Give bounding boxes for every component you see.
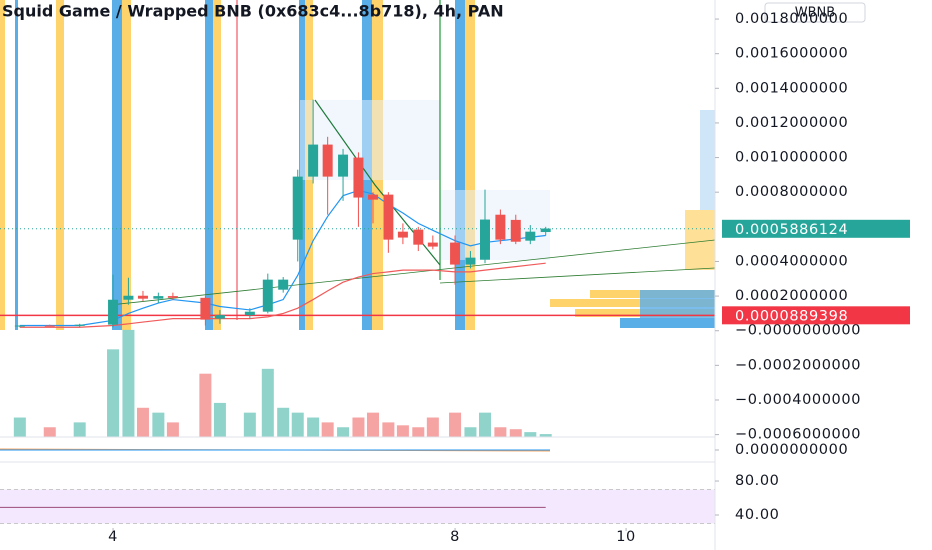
- volume-bar: [426, 417, 439, 437]
- volume-bar: [122, 329, 135, 437]
- volume-bar: [352, 417, 365, 437]
- y-tick-label: −0.0000000000: [735, 323, 861, 339]
- price-label-box: [722, 306, 910, 325]
- y-tick-label: −0.0004000000: [735, 392, 861, 408]
- candle-body: [479, 219, 490, 260]
- volume-bar: [366, 412, 379, 437]
- y-tick-label: 40.00: [735, 507, 780, 523]
- volume-bar: [152, 412, 165, 437]
- volume-bar: [337, 427, 350, 437]
- volume-bar: [494, 427, 507, 437]
- volume-bar: [412, 427, 425, 437]
- signal-bands: [0, 0, 550, 330]
- candle-body: [44, 325, 55, 327]
- y-tick-label: 0.0018000000: [735, 11, 848, 27]
- candle-body: [108, 299, 119, 325]
- volume-bar: [321, 422, 334, 437]
- y-tick-label: −0.0006000000: [735, 427, 861, 443]
- volume-bar: [166, 422, 179, 437]
- y-tick-label: 0.0002000000: [735, 288, 848, 304]
- candle-body: [525, 231, 536, 241]
- candle-body: [278, 279, 289, 290]
- volume-profile: [550, 110, 715, 328]
- candle-body: [137, 295, 148, 299]
- volume-bar: [107, 349, 120, 437]
- volume-bar: [291, 412, 304, 437]
- moving-average: [19, 189, 546, 327]
- candle-body: [244, 311, 255, 316]
- price-label: 0.0000889398: [735, 308, 848, 324]
- candle-body: [450, 242, 461, 265]
- volume-bar: [449, 412, 462, 437]
- x-tick-label: 8: [450, 529, 460, 545]
- candle-body: [200, 297, 211, 320]
- candle-body: [322, 144, 333, 177]
- volume-bar: [43, 427, 56, 437]
- volume-bar: [261, 368, 274, 437]
- volume-bar: [509, 429, 522, 437]
- volume-bar: [213, 402, 226, 437]
- volume-bar: [243, 412, 256, 437]
- candle-body: [153, 296, 164, 299]
- candle-body: [308, 144, 319, 177]
- candle-body: [495, 214, 506, 240]
- candle-body: [427, 242, 438, 247]
- candle-body: [367, 194, 378, 200]
- candle-body: [465, 257, 476, 265]
- x-tick-label: 10: [616, 529, 636, 545]
- candle-body: [383, 194, 394, 240]
- badge-box: [764, 2, 866, 23]
- y-tick-label: 0.0004000000: [735, 253, 848, 269]
- volume-bar: [524, 432, 537, 437]
- y-tick-label: 80.00: [735, 473, 780, 489]
- volume-bar: [382, 422, 395, 437]
- badge: WBNB: [795, 6, 835, 21]
- candle-body: [214, 315, 225, 319]
- y-tick-label: −0.0002000000: [735, 357, 861, 373]
- candle-body: [397, 231, 408, 238]
- volume-bar: [539, 434, 552, 437]
- y-tick-label: 0.0000000000: [735, 442, 848, 458]
- price-label-box: [722, 219, 910, 238]
- y-tick-label: 0.0012000000: [735, 115, 848, 131]
- price-label: 0.0005886124: [735, 222, 848, 238]
- y-tick-label: 0.0014000000: [735, 80, 848, 96]
- candle-body: [353, 157, 364, 198]
- candle-body: [74, 324, 85, 326]
- candle-body: [413, 229, 424, 245]
- volume-bar: [199, 373, 212, 437]
- candle-body: [123, 295, 134, 300]
- volume-bar: [13, 417, 26, 437]
- candle-body: [262, 279, 273, 312]
- candle-body: [167, 296, 178, 298]
- moving-average: [19, 262, 546, 328]
- volume-bar: [478, 412, 491, 437]
- volume-bar: [73, 422, 86, 437]
- volume-bar: [464, 427, 477, 437]
- y-tick-label: 0.0010000000: [735, 150, 848, 166]
- y-tick-label: 0.0008000000: [735, 184, 848, 200]
- volume-bar: [277, 407, 290, 437]
- candle-body: [540, 228, 551, 233]
- x-tick-label: 4: [108, 529, 118, 545]
- rsi-band: [0, 489, 715, 524]
- volume-bar: [307, 417, 320, 437]
- candle-body: [510, 219, 521, 242]
- chart-title: Squid Game / Wrapped BNB (0x683c4...8b71…: [2, 2, 504, 21]
- y-tick-label: 0.0016000000: [735, 46, 848, 62]
- candle-body: [338, 154, 349, 177]
- volume-bar: [396, 425, 409, 437]
- candle-body: [292, 176, 303, 240]
- candle-body: [14, 325, 25, 327]
- volume-bar: [136, 407, 149, 437]
